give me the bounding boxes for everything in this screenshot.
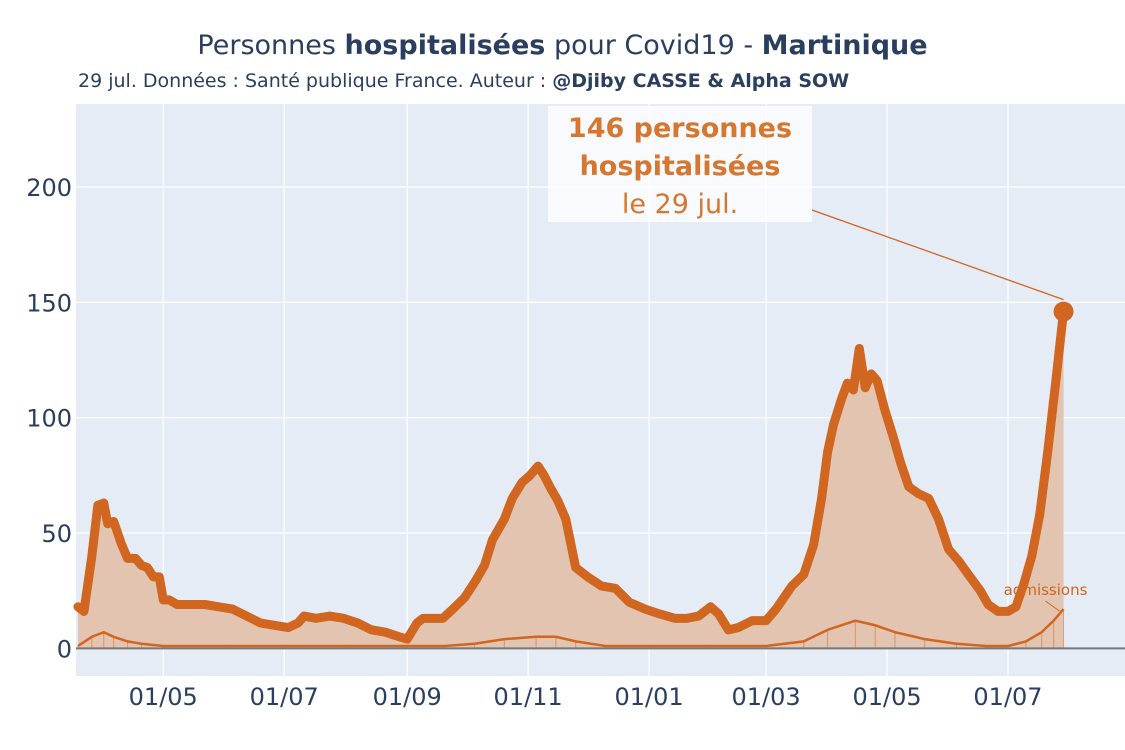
x-tick-label: 01/05 bbox=[129, 683, 198, 711]
x-tick-label: 01/07 bbox=[973, 683, 1042, 711]
subtitle-author: @Djiby CASSE & Alpha SOW bbox=[552, 70, 850, 92]
x-tick-label: 01/03 bbox=[731, 683, 800, 711]
main-line-layer bbox=[73, 307, 1069, 644]
axis-layer: 0 50 100 150 200 01/05 01/07 01/09 01/11 01/01 01/… bbox=[26, 174, 1125, 711]
annotation-line1: 146 personnes bbox=[567, 113, 793, 144]
subtitle-prefix: 29 jul. Données : Santé publique France.… bbox=[78, 70, 553, 92]
last-value-marker bbox=[1053, 301, 1074, 322]
area-layer bbox=[77, 311, 1064, 649]
annotation-line2: hospitalisées bbox=[579, 151, 781, 182]
y-tick-label: 200 bbox=[26, 174, 72, 202]
admissions-line bbox=[77, 608, 1065, 648]
x-tick-label: 01/05 bbox=[852, 683, 921, 711]
x-tick-label: 01/01 bbox=[614, 683, 683, 711]
x-tick-label: 01/09 bbox=[373, 683, 442, 711]
chart-title: Personnes hospitalisées pour Covid19 - M… bbox=[0, 30, 1125, 61]
title-bold-hospitalisees: hospitalisées bbox=[344, 30, 546, 61]
x-tick-label: 01/11 bbox=[494, 683, 563, 711]
admissions-arrow bbox=[1045, 600, 1060, 612]
hospitalisations-area bbox=[77, 311, 1064, 649]
annotation-box: 146 personnes hospitalisées le 29 jul. bbox=[548, 106, 812, 222]
y-tick-label: 0 bbox=[57, 635, 72, 663]
x-tick-label: 01/07 bbox=[250, 683, 319, 711]
y-tick-label: 150 bbox=[26, 289, 72, 317]
annotation-pointer bbox=[811, 209, 1064, 301]
title-prefix: Personnes bbox=[197, 30, 345, 61]
annotation-layer bbox=[811, 209, 1074, 322]
y-tick-label: 100 bbox=[26, 405, 72, 433]
annotation-line3: le 29 jul. bbox=[621, 189, 739, 220]
chart-subtitle: 29 jul. Données : Santé publique France.… bbox=[78, 70, 849, 92]
title-middle: pour Covid19 - bbox=[545, 30, 762, 61]
title-bold-region: Martinique bbox=[761, 30, 928, 61]
y-tick-label: 50 bbox=[41, 520, 72, 548]
hospitalisations-line bbox=[73, 307, 1069, 644]
